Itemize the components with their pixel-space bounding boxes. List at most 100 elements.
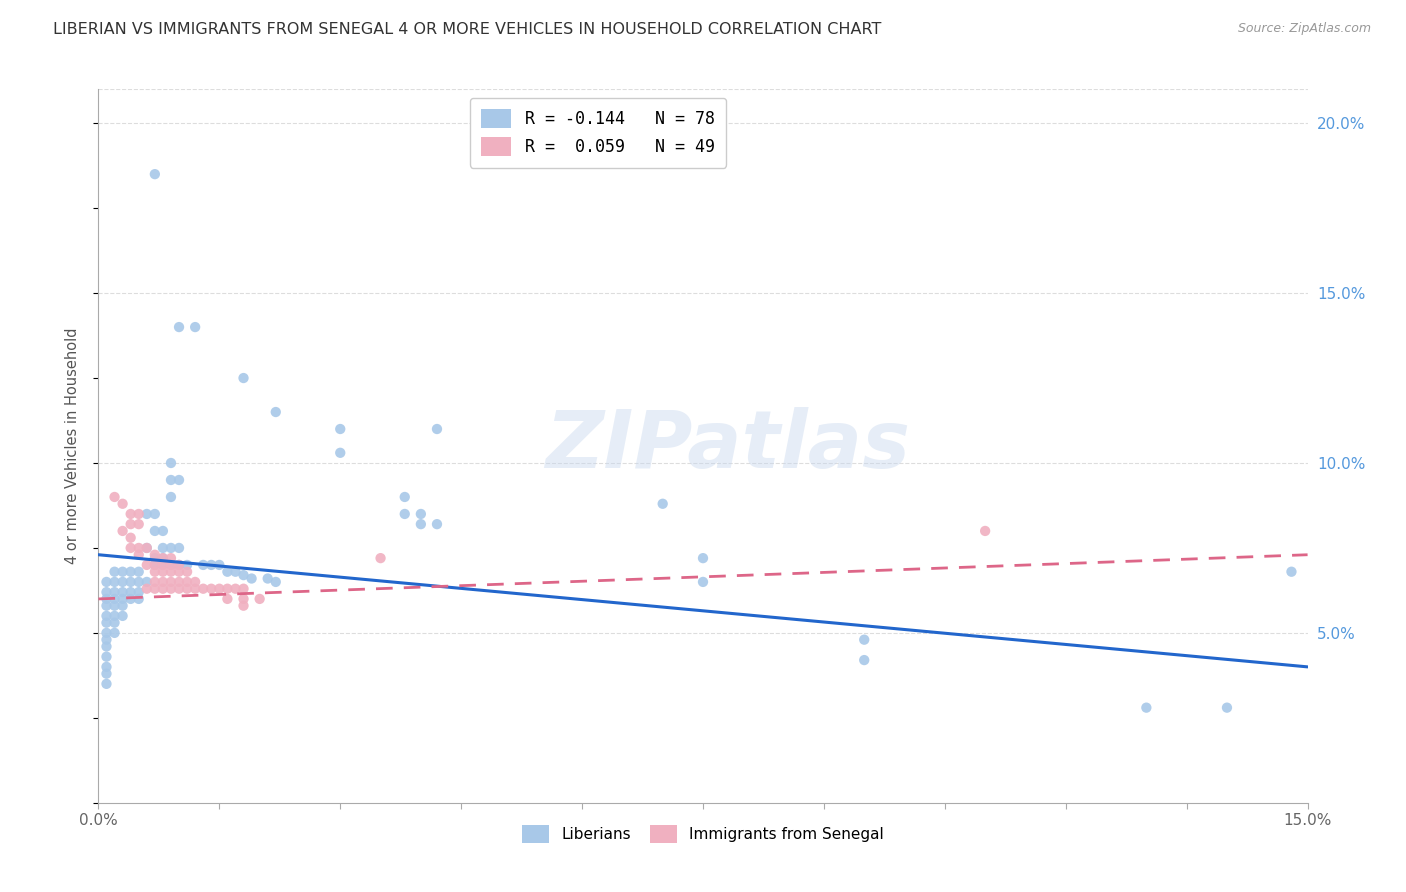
Point [128,541,150,555]
Point [103,565,125,579]
Text: ZIPatlas: ZIPatlas [544,407,910,485]
Point [974,524,997,538]
Point [176,582,198,596]
Point [232,591,254,606]
Point [160,541,183,555]
Point [96,666,118,681]
Point [224,582,246,596]
Point [103,585,125,599]
Point [224,565,246,579]
Point [111,497,134,511]
Point [96,608,118,623]
Point [651,497,673,511]
Point [128,565,150,579]
Point [135,507,157,521]
Point [167,320,190,334]
Text: LIBERIAN VS IMMIGRANTS FROM SENEGAL 4 OR MORE VEHICLES IN HOUSEHOLD CORRELATION : LIBERIAN VS IMMIGRANTS FROM SENEGAL 4 OR… [53,22,882,37]
Point [143,558,166,572]
Point [426,422,449,436]
Point [184,320,207,334]
Point [96,649,118,664]
Point [128,548,150,562]
Point [232,599,254,613]
Point [232,568,254,582]
Point [96,677,118,691]
Point [176,574,198,589]
Point [394,490,416,504]
Point [96,599,118,613]
Point [135,541,157,555]
Point [208,582,231,596]
Point [217,565,239,579]
Point [135,582,157,596]
Point [426,517,449,532]
Point [128,585,150,599]
Point [120,591,142,606]
Point [176,565,198,579]
Point [120,565,142,579]
Point [120,517,142,532]
Point [152,565,174,579]
Point [160,558,183,572]
Point [160,574,183,589]
Point [143,574,166,589]
Point [103,591,125,606]
Point [96,591,118,606]
Point [120,531,142,545]
Point [152,551,174,566]
Point [152,558,174,572]
Point [329,422,352,436]
Point [167,541,190,555]
Point [103,574,125,589]
Point [232,371,254,385]
Point [264,574,287,589]
Point [217,582,239,596]
Point [111,574,134,589]
Point [143,507,166,521]
Point [143,524,166,538]
Point [103,490,125,504]
Point [329,446,352,460]
Point [96,660,118,674]
Point [96,585,118,599]
Point [120,541,142,555]
Point [152,574,174,589]
Legend: Liberians, Immigrants from Senegal: Liberians, Immigrants from Senegal [516,819,890,848]
Point [853,653,876,667]
Point [160,551,183,566]
Point [176,558,198,572]
Text: Source: ZipAtlas.com: Source: ZipAtlas.com [1237,22,1371,36]
Point [167,473,190,487]
Point [128,574,150,589]
Point [143,548,166,562]
Point [96,632,118,647]
Point [409,507,432,521]
Point [152,524,174,538]
Point [152,551,174,566]
Point [409,517,432,532]
Point [128,507,150,521]
Point [256,572,278,586]
Point [120,585,142,599]
Point [160,490,183,504]
Point [96,626,118,640]
Point [167,574,190,589]
Point [240,572,263,586]
Point [200,558,222,572]
Point [143,167,166,181]
Point [135,558,157,572]
Point [128,591,150,606]
Point [853,632,876,647]
Point [143,551,166,566]
Point [394,507,416,521]
Point [160,582,183,596]
Point [103,615,125,630]
Point [103,608,125,623]
Point [103,626,125,640]
Point [143,558,166,572]
Point [160,565,183,579]
Point [120,574,142,589]
Point [692,551,714,566]
Point [111,608,134,623]
Point [96,574,118,589]
